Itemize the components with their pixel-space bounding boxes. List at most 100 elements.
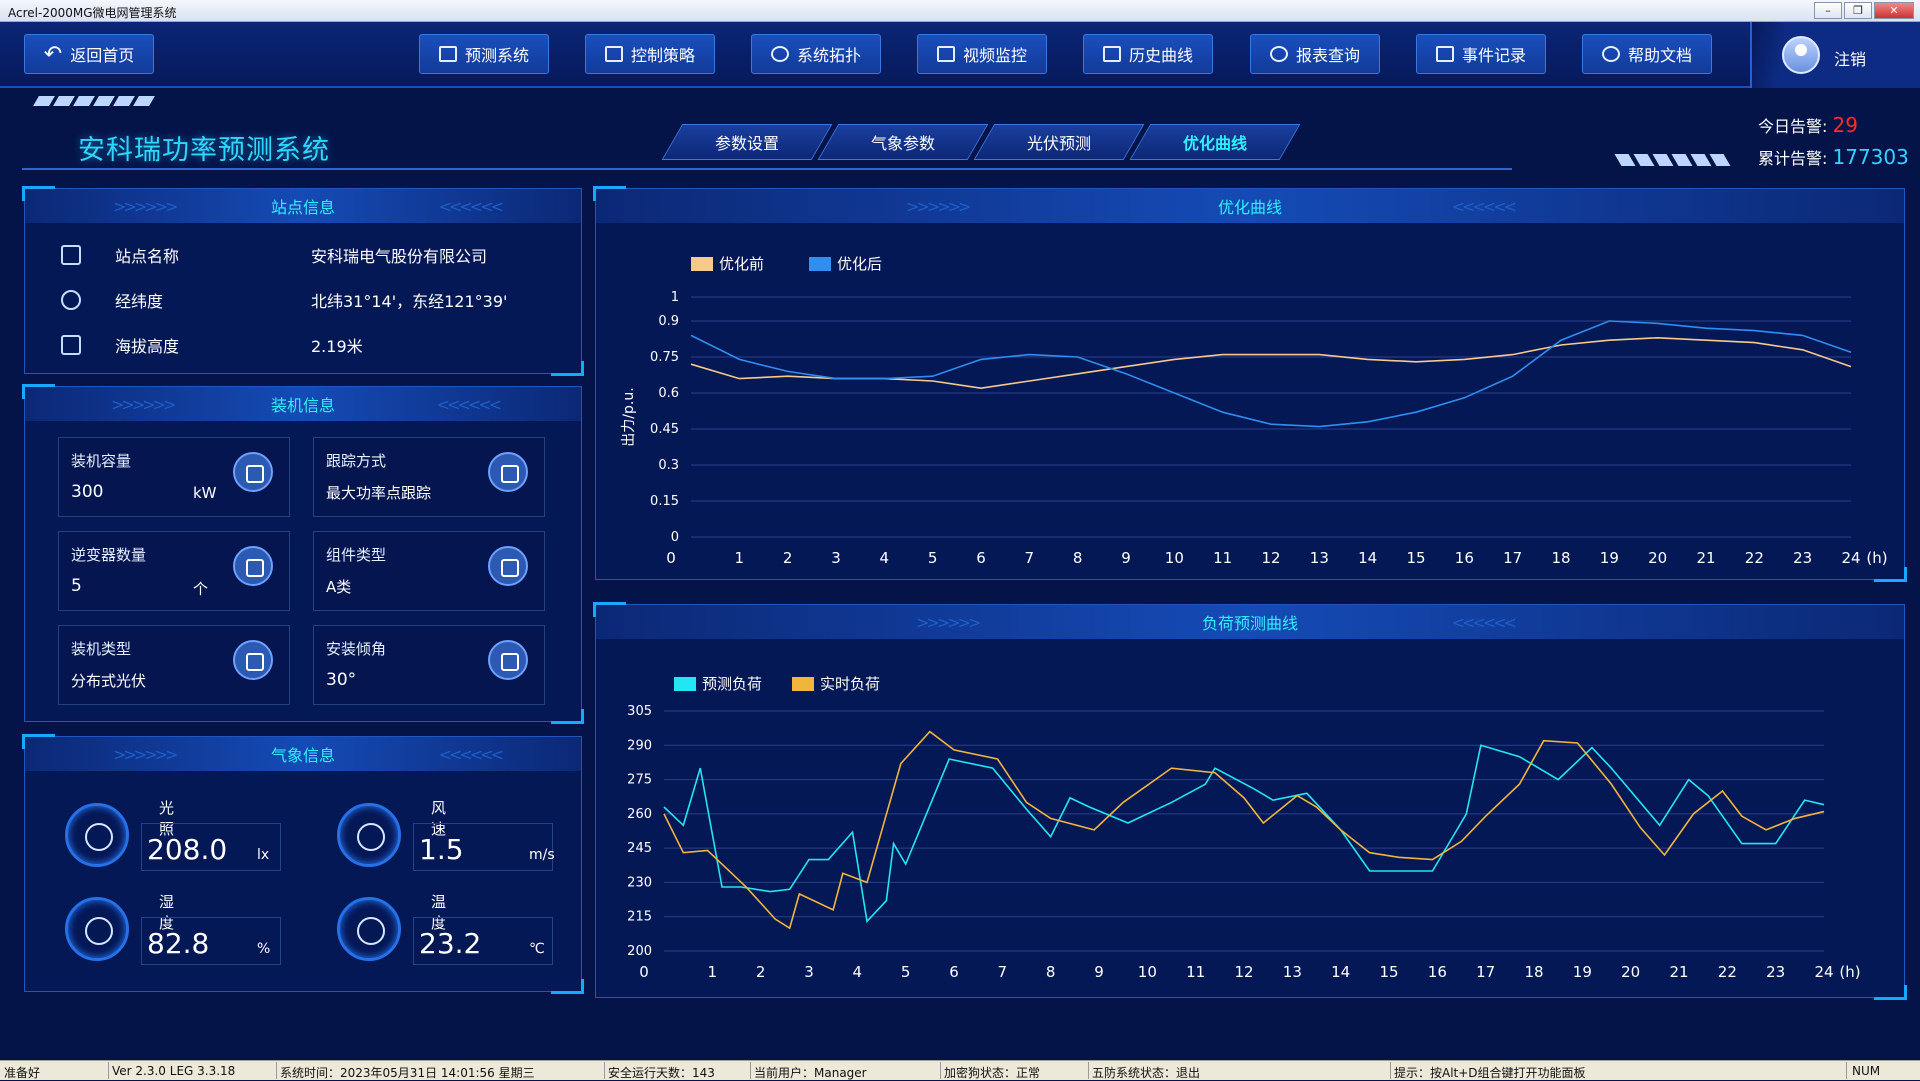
nav-label: 报表查询 bbox=[1295, 46, 1360, 65]
y-tick-label: 215 bbox=[627, 910, 652, 925]
value-box bbox=[413, 823, 553, 871]
nav-event-log[interactable]: 事件记录 bbox=[1416, 34, 1546, 74]
chevron-right-decoration: >>>>>> bbox=[113, 197, 178, 216]
status-version: Ver 2.3.0 LEG 3.3.18 bbox=[112, 1064, 236, 1078]
card-label: 跟踪方式 bbox=[326, 452, 387, 470]
tab-weather-parameters[interactable]: 气象参数 bbox=[817, 124, 989, 160]
weather-unit: m/s bbox=[529, 847, 555, 863]
legend-label: 实时负荷 bbox=[820, 675, 880, 693]
x-tick-label: 5 bbox=[901, 963, 911, 981]
chevron-left-decoration: <<<<<< bbox=[438, 745, 504, 764]
x-tick-label: 12 bbox=[1234, 963, 1253, 981]
site-name-row: 站点名称 安科瑞电气股份有限公司 bbox=[61, 243, 487, 267]
weather-label: 温度 bbox=[431, 893, 447, 932]
nav-label: 视频监控 bbox=[962, 46, 1027, 65]
x-tick-label: 3 bbox=[831, 549, 841, 567]
window-controls: – ❐ ✕ bbox=[1814, 2, 1914, 19]
nav-report-query[interactable]: 报表查询 bbox=[1250, 34, 1380, 74]
fan-icon bbox=[337, 803, 401, 867]
card-value: 30° bbox=[326, 670, 357, 690]
x-tick-label: 1 bbox=[708, 963, 718, 981]
system-header: 安科瑞功率预测系统 bbox=[22, 96, 1532, 174]
user-avatar-icon[interactable] bbox=[1782, 36, 1820, 74]
legend-label: 优化后 bbox=[837, 255, 882, 273]
card-label: 安装倾角 bbox=[326, 640, 387, 658]
weather-info-panel: >>>>>> 气象信息 <<<<<< 光照 208.0 lx 风速 1.5 m/s 湿度… bbox=[22, 734, 584, 994]
close-button[interactable]: ✕ bbox=[1874, 2, 1914, 19]
nav-system-topology[interactable]: 系统拓扑 bbox=[751, 34, 881, 74]
legend-swatch bbox=[674, 677, 696, 691]
site-info-panel: >>>>>> 站点信息 <<<<<< 站点名称 安科瑞电气股份有限公司 经纬度 北纬… bbox=[22, 186, 584, 376]
status-current-user: 当前用户：Manager bbox=[754, 1066, 867, 1080]
row-label: 站点名称 bbox=[115, 247, 180, 266]
x-tick-label: 9 bbox=[1121, 549, 1131, 567]
restore-button[interactable]: ❐ bbox=[1844, 2, 1872, 19]
minimize-button[interactable]: – bbox=[1814, 2, 1842, 19]
panel-header: >>>>>> 优化曲线 <<<<<< bbox=[596, 189, 1904, 223]
panel-title: 装机信息 bbox=[270, 396, 335, 415]
search-icon bbox=[1269, 46, 1288, 62]
x-tick-label: 2 bbox=[756, 963, 766, 981]
nav-forecast-system[interactable]: 预测系统 bbox=[419, 34, 549, 74]
tab-label: 参数设置 bbox=[714, 134, 779, 153]
capacity-icon bbox=[233, 452, 273, 492]
nav-help-docs[interactable]: 帮助文档 bbox=[1582, 34, 1712, 74]
card-value: 300 bbox=[71, 482, 104, 502]
x-tick-label: 5 bbox=[928, 549, 938, 567]
tracking-mode-card: 跟踪方式 最大功率点跟踪 bbox=[313, 437, 545, 517]
card-unit: 个 bbox=[193, 580, 209, 598]
nav-control-strategy[interactable]: 控制策略 bbox=[585, 34, 715, 74]
weather-label: 风速 bbox=[431, 799, 447, 838]
home-icon bbox=[61, 245, 81, 265]
x-tick-label: 12 bbox=[1261, 549, 1280, 567]
x-tick-label: 15 bbox=[1379, 963, 1398, 981]
tab-optimized-curve[interactable]: 优化曲线 bbox=[1129, 124, 1301, 160]
optimization-line-chart: 00.150.30.450.60.750.910 1 2 3 4 5 6 7 8 9 10 11 12 1… bbox=[621, 255, 1888, 567]
altitude-icon bbox=[61, 335, 81, 355]
panel-title: 气象信息 bbox=[270, 746, 335, 765]
topology-icon bbox=[770, 46, 789, 62]
y-tick-label: 290 bbox=[627, 738, 652, 753]
y-tick-label: 230 bbox=[627, 875, 652, 890]
panel-header: >>>>>> 负荷预测曲线 <<<<<< bbox=[596, 605, 1904, 639]
tab-label: 光伏预测 bbox=[1026, 134, 1091, 153]
logout-button[interactable]: 注销 bbox=[1834, 50, 1867, 69]
video-icon bbox=[936, 46, 955, 62]
x-tick-label: 18 bbox=[1551, 549, 1570, 567]
tab-pv-forecast[interactable]: 光伏预测 bbox=[973, 124, 1145, 160]
user-area: 注销 bbox=[1750, 22, 1920, 88]
y-tick-label: 200 bbox=[627, 944, 652, 959]
row-value: 北纬31°14'，东经121°39' bbox=[311, 292, 508, 311]
series-line bbox=[690, 320, 1852, 428]
nav-video-monitor[interactable]: 视频监控 bbox=[917, 34, 1047, 74]
x-tick-label: 7 bbox=[1025, 549, 1035, 567]
y-axis-label: 出力/p.u. bbox=[621, 387, 637, 446]
card-label: 装机类型 bbox=[71, 640, 132, 658]
x-tick-label: 21 bbox=[1669, 963, 1688, 981]
series-line bbox=[663, 744, 1825, 924]
x-tick-label: 0 bbox=[639, 963, 649, 981]
document-icon bbox=[1435, 46, 1454, 62]
nav-label: 控制策略 bbox=[630, 46, 695, 65]
nav-history-curve[interactable]: 历史曲线 bbox=[1083, 34, 1213, 74]
weather-value: 82.8 bbox=[147, 927, 210, 960]
function-tabs: 参数设置 气象参数 光伏预测 优化曲线 bbox=[661, 124, 1301, 160]
card-value: 5 bbox=[71, 576, 82, 596]
y-tick-label: 0.6 bbox=[658, 386, 679, 401]
x-tick-label: 19 bbox=[1573, 963, 1592, 981]
chevron-right-decoration: >>>>>> bbox=[113, 745, 178, 764]
panel-title: 优化曲线 bbox=[1217, 198, 1282, 217]
help-icon bbox=[1601, 46, 1620, 62]
y-tick-label: 0 bbox=[671, 530, 679, 545]
x-tick-label: 22 bbox=[1718, 963, 1737, 981]
nav-label: 预测系统 bbox=[464, 46, 529, 65]
x-tick-label: 23 bbox=[1793, 549, 1812, 567]
back-home-button[interactable]: ↶ 返回首页 bbox=[24, 34, 154, 74]
card-unit: kW bbox=[193, 484, 217, 502]
crosshair-icon bbox=[61, 290, 81, 310]
back-arrow-icon: ↶ bbox=[43, 41, 63, 67]
chevron-right-decoration: >>>>>> bbox=[906, 197, 971, 216]
tab-parameter-settings[interactable]: 参数设置 bbox=[661, 124, 833, 160]
nav-label: 事件记录 bbox=[1461, 46, 1526, 65]
